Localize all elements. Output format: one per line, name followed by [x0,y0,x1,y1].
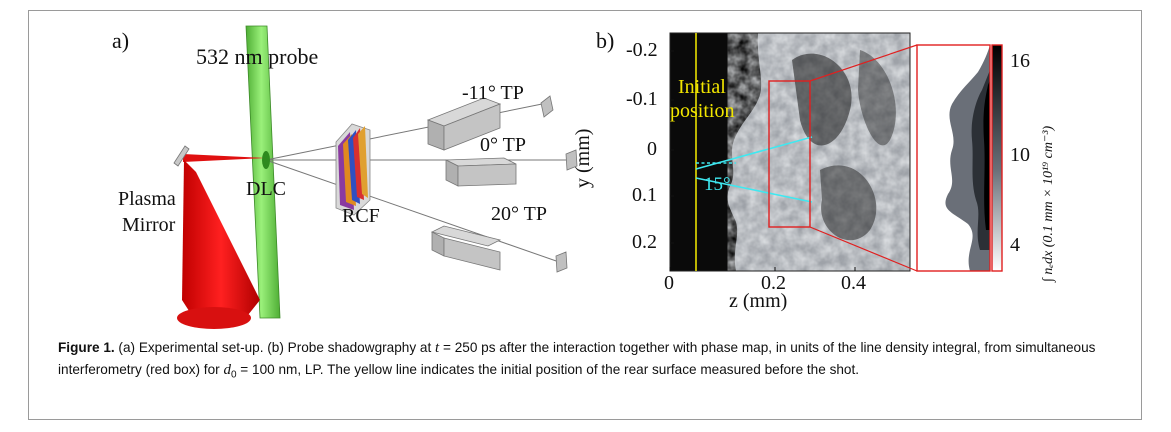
y-tick-label: -0.2 [626,39,658,61]
panel-a: a) 532 nm probe -11° TP 0° TP 20° TP DLC… [0,0,600,330]
tp-label-0: 0° TP [480,134,526,156]
interferometry-box [768,80,811,228]
panel-b-label: b) [596,28,615,53]
setup-diagram [173,25,578,329]
dlc-target [262,151,270,169]
x-tick-label: 0 [664,272,674,294]
y-tick-label: 0.2 [632,231,657,253]
zoom-connector-bottom [809,226,918,272]
tp-label-20: 20° TP [491,203,547,225]
figure-frame [28,10,1142,420]
colorbar-label: ∫ nₑdx (0.1 mm × 10¹⁹ cm⁻³) [1041,125,1056,282]
initial-label-line1: Initial [678,76,726,98]
laser-focus-beam [183,154,266,162]
tp-label-minus11: -11° TP [462,82,524,104]
tp-minus11-spectrometer [426,95,554,151]
laser-expanding-cone [182,160,260,328]
caption-text-1: (a) Experimental set-up. (b) Probe shado… [114,340,436,355]
colorbar [991,44,1003,272]
x-tick-label: 0.4 [841,272,866,294]
caption-t-symbol: t [435,340,440,356]
zoom-connector-top [809,44,918,82]
caption-text-2: = 250 ps after the interaction together … [58,340,1096,377]
tp-20-spectrometer [430,225,568,273]
x-tick-label: 0.2 [761,272,786,294]
colorbar-tick: 10 [1010,144,1030,166]
plasma-label: Plasma [118,188,176,210]
y-tick-label: -0.1 [626,88,658,110]
colorbar-tick: 16 [1010,50,1030,72]
laser-cone-base [177,307,251,329]
dlc-label: DLC [246,178,286,200]
figure-caption: Figure 1. (a) Experimental set-up. (b) P… [58,337,1118,386]
panel-a-label: a) [112,28,130,53]
y-tick-label: 0 [647,138,657,160]
panel-b: b) Initial position 15° -0.2 -0.1 0 0.1 … [560,0,1160,330]
x-axis-label: z (mm) [729,290,788,312]
y-axis-label: y (mm) [572,128,594,188]
probe-label: 532 nm probe [196,44,319,69]
plasma-mirror [173,145,190,167]
rcf-label: RCF [342,205,380,227]
probe-beam [245,25,281,319]
colorbar-tick: 4 [1010,234,1020,256]
tp-0-spectrometer [445,149,578,187]
caption-d-subscript: 0 [230,369,237,381]
angle-line-lower [695,177,813,203]
mirror-label: Mirror [122,214,176,236]
y-tick-label: 0.1 [632,184,657,206]
tp-line-20 [265,159,563,264]
caption-prefix: Figure 1. [58,340,115,355]
initial-label-line2: position [670,100,735,122]
shadowgraphy-plot [669,32,1003,272]
angle-label: 15° [704,174,731,195]
caption-d-symbol: d [223,362,231,378]
caption-text-3: = 100 nm, LP. The yellow line indicates … [236,362,860,377]
rcf-stack [335,123,371,216]
